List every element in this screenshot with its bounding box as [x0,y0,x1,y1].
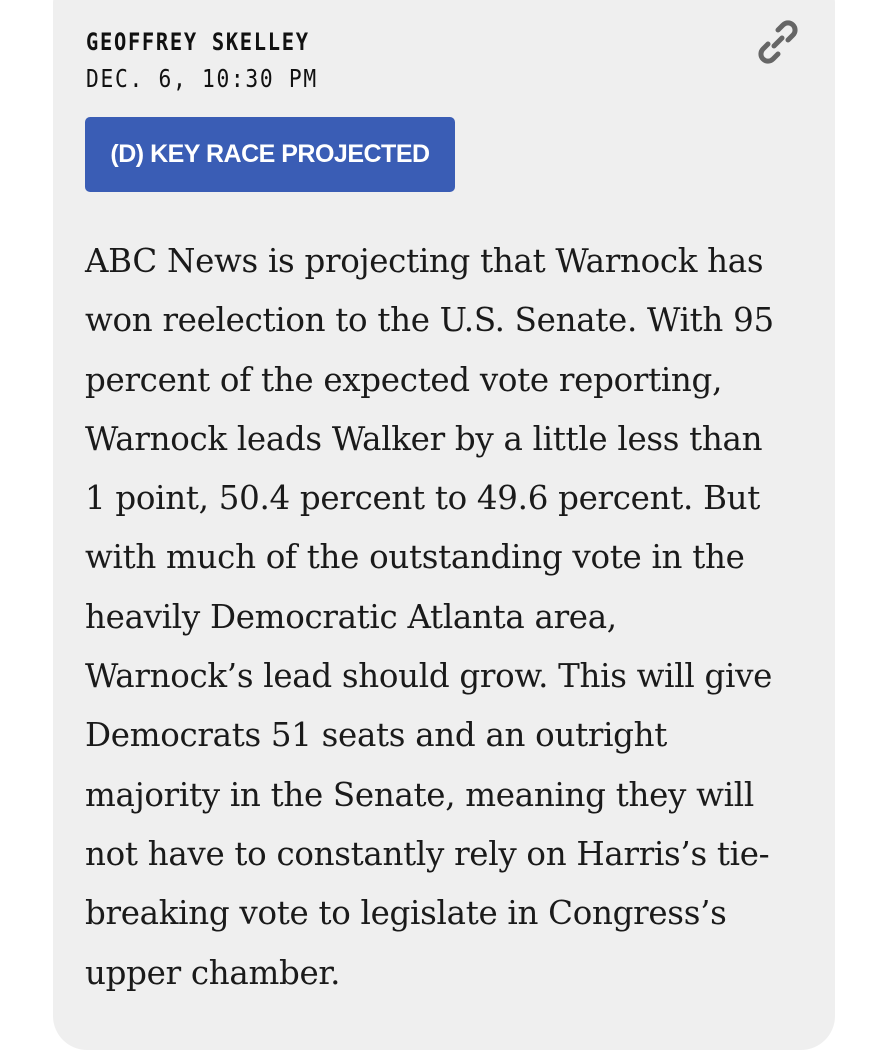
post-body-line: ABC News is projecting that Warnock has [85,242,764,280]
post-author[interactable]: GEOFFREY SKELLEY [86,28,310,56]
post-body-line: majority in the Senate, meaning they wil… [85,775,754,814]
post-body-line: upper chamber. [85,953,341,992]
post-body: ABC News is projecting that Warnock has w… [85,232,774,1003]
post-body-line: Democrats 51 seats and an outright [85,716,668,755]
post-body-line: Warnock’s lead should grow. This will gi… [85,657,773,696]
post-body-line: with much of the outstanding vote in the [85,538,745,577]
post-body-line: won reelection to the U.S. Senate. With … [85,301,774,340]
key-race-projected-badge: (D) KEY RACE PROJECTED [85,117,455,192]
post-body-line: not have to constantly rely on Harris’s … [85,834,770,873]
post-body-line: heavily Democratic Atlanta area, [85,597,617,636]
post-body-line: percent of the expected vote reporting, [85,360,723,399]
post-body-line: breaking vote to legislate in Congress’s [85,894,727,933]
post-body-line: Warnock leads Walker by a little less th… [85,419,763,458]
post-body-line: 1 point, 50.4 percent to 49.6 percent. B… [85,479,761,518]
link-icon[interactable] [752,16,804,68]
post-timestamp: DEC. 6, 10:30 PM [86,64,318,93]
